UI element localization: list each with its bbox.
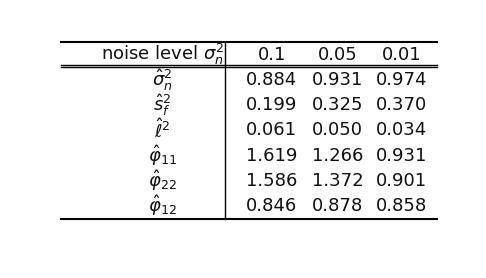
Text: $\hat{\ell}^2$: $\hat{\ell}^2$ [154,118,171,142]
Text: $\hat{s}_f^2$: $\hat{s}_f^2$ [153,92,172,118]
Text: 1.266: 1.266 [312,147,363,165]
Text: 0.858: 0.858 [376,197,427,215]
Text: 0.05: 0.05 [318,46,358,64]
Text: 0.1: 0.1 [258,46,286,64]
Text: 0.901: 0.901 [376,172,427,190]
Text: 1.372: 1.372 [312,172,364,190]
Text: noise level $\sigma_n^2$: noise level $\sigma_n^2$ [101,42,224,67]
Text: 0.931: 0.931 [312,71,363,89]
Text: 0.884: 0.884 [246,71,297,89]
Text: $\hat{\sigma}_n^2$: $\hat{\sigma}_n^2$ [152,67,173,93]
Text: 0.01: 0.01 [382,46,421,64]
Text: 0.974: 0.974 [376,71,427,89]
Text: $\hat{\varphi}_{11}$: $\hat{\varphi}_{11}$ [148,143,177,168]
Text: $\hat{\varphi}_{22}$: $\hat{\varphi}_{22}$ [148,168,177,193]
Text: 0.050: 0.050 [312,121,363,139]
Text: 0.034: 0.034 [376,121,427,139]
Text: $\hat{\varphi}_{12}$: $\hat{\varphi}_{12}$ [148,194,177,219]
Text: 0.878: 0.878 [312,197,363,215]
Text: 0.325: 0.325 [312,96,364,114]
Text: 0.846: 0.846 [246,197,297,215]
Text: 1.619: 1.619 [246,147,297,165]
Text: 0.931: 0.931 [376,147,427,165]
Text: 0.061: 0.061 [246,121,297,139]
Text: 0.370: 0.370 [376,96,427,114]
Text: 1.586: 1.586 [246,172,297,190]
Text: 0.199: 0.199 [246,96,297,114]
